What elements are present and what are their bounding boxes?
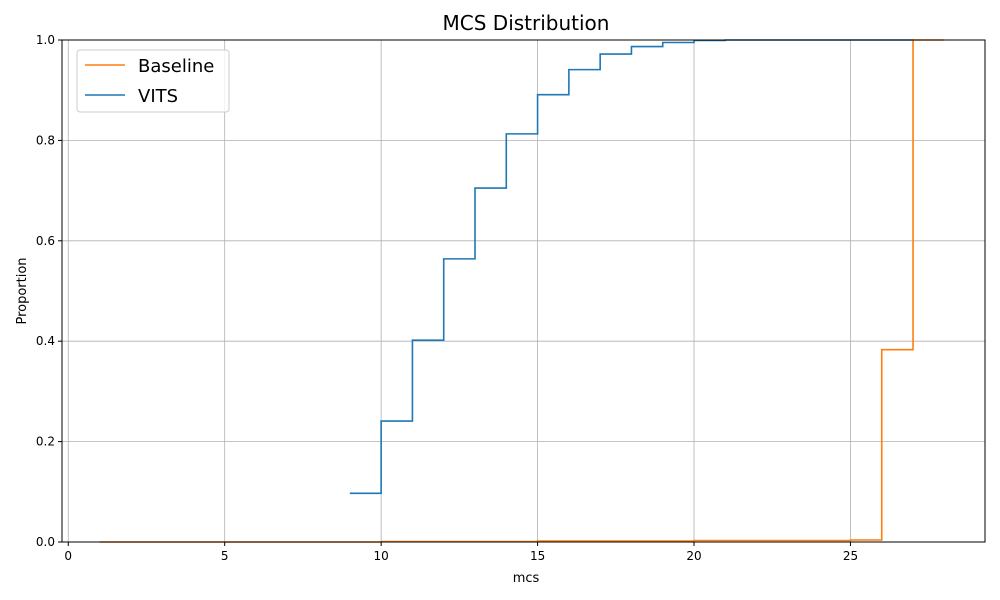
legend-label-vits: VITS	[138, 86, 178, 107]
y-tick-label: 0.6	[36, 234, 55, 248]
y-tick-label: 0.4	[36, 334, 55, 348]
ticks-layer: 0 5 10 15 20 25 0.0 0.2 0.4 0.6 0.8 1.0	[36, 33, 858, 563]
legend: Baseline VITS	[76, 49, 230, 113]
x-tick-label: 20	[686, 549, 701, 563]
grid-layer	[62, 39, 985, 543]
y-tick-label: 0.0	[36, 535, 55, 549]
x-tick-label: 0	[64, 549, 72, 563]
series-layer	[99, 39, 945, 543]
axes-layer	[61, 39, 986, 543]
x-tick-label: 5	[221, 549, 229, 563]
y-tick-label: 0.2	[36, 435, 55, 449]
x-axis-label: mcs	[513, 571, 540, 586]
x-tick-label: 15	[530, 549, 545, 563]
series-line-vits	[349, 39, 914, 495]
series-line-baseline	[99, 39, 945, 543]
x-tick-label: 10	[373, 549, 388, 563]
y-tick-label: 1.0	[36, 33, 55, 47]
y-tick-label: 0.8	[36, 133, 55, 147]
y-axis-label: Proportion	[15, 257, 30, 324]
plot-frame	[61, 39, 986, 543]
chart-title: MCS Distribution	[443, 11, 610, 35]
x-tick-label: 25	[843, 549, 858, 563]
legend-label-baseline: Baseline	[138, 56, 214, 77]
